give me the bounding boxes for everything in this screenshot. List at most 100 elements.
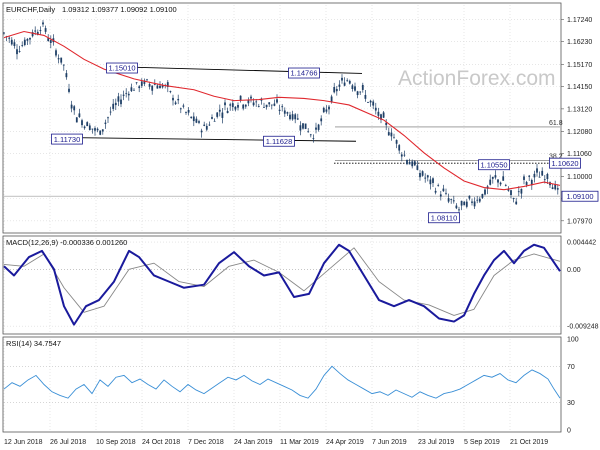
candle-body [380, 114, 382, 120]
candle-body [517, 191, 520, 193]
candle-body [484, 189, 486, 195]
macd-panel-frame [2, 235, 562, 335]
price-annotation: 1.14766 [288, 67, 320, 79]
candle-body [385, 122, 388, 126]
candle-body [211, 117, 213, 119]
trendline [66, 137, 357, 142]
candle-body [62, 64, 65, 66]
candle-body [234, 106, 237, 110]
candle-body [395, 140, 398, 144]
x-tick-label: 24 Apr 2019 [326, 439, 364, 446]
candle-body [125, 92, 128, 94]
candle-body [400, 154, 403, 157]
candle-body [42, 22, 44, 25]
candle-body [359, 91, 362, 93]
candle-body [127, 93, 130, 96]
candle-body [294, 114, 297, 120]
candle-body [18, 51, 21, 52]
candle-body [31, 32, 34, 37]
macd-line [3, 243, 561, 326]
candle-body [138, 86, 141, 89]
candle-body [335, 88, 338, 92]
candle-body [437, 185, 440, 186]
candle-body [146, 79, 148, 81]
candle-body [556, 188, 559, 190]
price-y-tick-label: 1.10000 [567, 174, 592, 181]
candle-body [523, 176, 525, 180]
candle-body [283, 110, 286, 114]
candle-body [463, 201, 466, 206]
candle-body [224, 102, 226, 106]
candle-body [515, 201, 518, 205]
price-annotation: 1.08110 [428, 212, 460, 224]
candle-body [372, 101, 375, 106]
price-y-tick-label: 1.13120 [567, 106, 592, 113]
fib-label: 38.2 [549, 154, 563, 161]
candle-body [65, 73, 68, 78]
annotation-label: 1.10550 [480, 160, 507, 169]
candle-body [78, 113, 81, 118]
candle-body [377, 111, 380, 116]
candle-body [122, 94, 125, 96]
annotation-box [549, 157, 581, 169]
candle-body [213, 120, 216, 122]
candle-body [367, 102, 369, 103]
candle-body [309, 134, 312, 136]
candle-body [499, 182, 502, 185]
x-tick-label: 11 Mar 2019 [280, 439, 319, 446]
candle-body [408, 161, 411, 165]
candle-body [140, 81, 143, 86]
last-price-label: 1.09100 [566, 192, 593, 201]
candle-body [153, 84, 156, 86]
candle-body [510, 190, 512, 195]
candle-body [315, 127, 317, 130]
x-tick-label: 7 Jun 2019 [372, 439, 407, 446]
candle-body [398, 145, 401, 151]
price-annotation: 1.11730 [51, 133, 83, 145]
rsi-y-tick-label: 0 [567, 428, 571, 435]
annotation-label: 1.11628 [266, 137, 293, 146]
macd-y-tick-label: 0.00 [567, 267, 581, 274]
candle-body [192, 116, 195, 122]
candle-body [81, 120, 83, 126]
candle-body [47, 38, 50, 42]
grid-layer [3, 5, 560, 430]
candle-body [528, 175, 531, 177]
candle-body [364, 94, 367, 99]
rsi-y-tick-label: 70 [567, 364, 575, 371]
candle-body [135, 82, 138, 84]
candle-body [533, 173, 536, 178]
candle-body [341, 77, 343, 81]
candle-body [494, 175, 497, 178]
macd-y-tick-label: 0.004442 [567, 240, 596, 247]
candle-body [325, 109, 328, 112]
candle-body [317, 124, 320, 130]
price-panel-title: EURCHF,Daily [6, 5, 55, 14]
rsi-panel-title: RSI(14) 34.7547 [6, 339, 61, 348]
price-layer: 61.8 38.2 1.15010 1.14766 1.11730 1.11628 1.10… [3, 20, 581, 224]
candle-body [172, 97, 174, 101]
candle-body [148, 83, 151, 87]
price-annotation: 1.15010 [106, 62, 138, 74]
macd-y-tick-label: -0.009248 [567, 324, 599, 331]
annotation-label: 1.14766 [290, 69, 317, 78]
candle-body [460, 200, 463, 206]
candle-body [270, 104, 273, 106]
candle-body [538, 176, 541, 178]
x-tick-label: 10 Sep 2018 [96, 439, 136, 446]
candle-body [185, 111, 187, 113]
candle-body [88, 125, 91, 130]
annotation-label: 1.08110 [431, 213, 458, 222]
candle-body [497, 179, 499, 183]
candle-body [429, 179, 432, 185]
candle-body [205, 125, 208, 130]
candle-body [419, 173, 421, 178]
candle-body [374, 107, 377, 111]
last-price-box [561, 190, 599, 202]
candle-body [179, 108, 182, 110]
candle-body [413, 161, 416, 166]
candle-body [159, 85, 161, 89]
candle-body [387, 132, 390, 136]
x-tick-label: 24 Oct 2018 [142, 439, 180, 446]
candle-body [439, 194, 442, 197]
